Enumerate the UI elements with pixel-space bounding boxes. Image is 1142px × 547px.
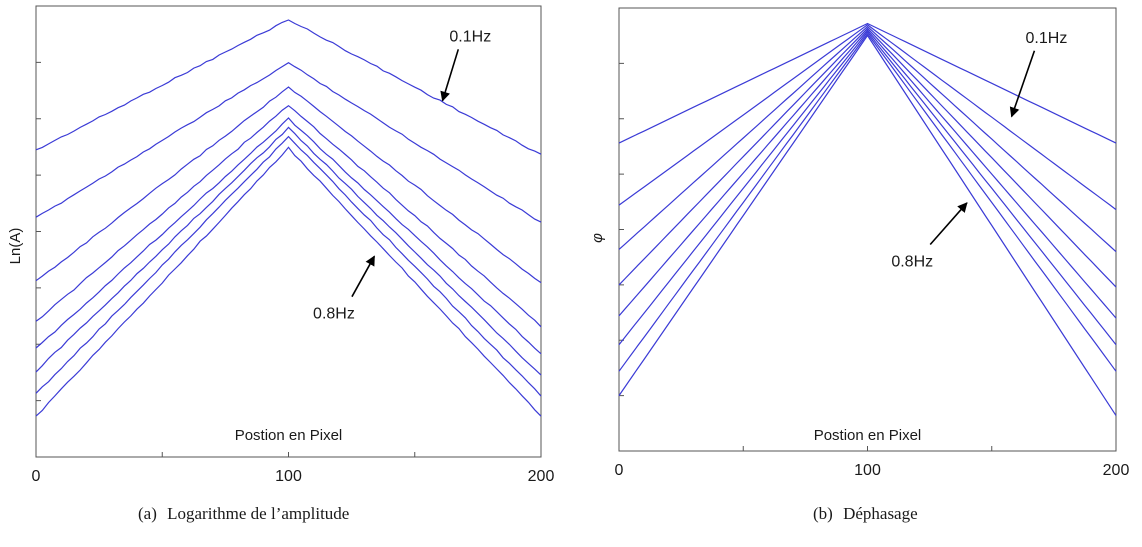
series-line-a-5 (35, 117, 542, 355)
series-line-a-8 (35, 146, 542, 417)
x-tick-label-b: 0 (615, 462, 624, 479)
x-tick-label-a: 0 (32, 468, 41, 485)
series-line-b-4 (618, 27, 1117, 288)
x-tick-label-a: 100 (275, 468, 302, 485)
series-line-b-7 (618, 32, 1117, 372)
annotation-arrow-a-2 (351, 255, 376, 298)
annotation-label-a-2: 0.8Hz (313, 306, 355, 323)
series-line-b-1 (618, 22, 1117, 144)
series-line-a-2 (35, 61, 542, 223)
annotation-arrow-a-1 (440, 49, 460, 102)
series-line-b-6 (618, 30, 1117, 346)
annotation-label-a-1: 0.1Hz (449, 28, 491, 45)
caption-b-label: (b) (813, 504, 833, 523)
y-axis-label-b: φ (589, 233, 606, 243)
x-axis-label-b: Postion en Pixel (814, 427, 922, 444)
annotation-arrow-b-2 (929, 202, 968, 246)
series-line-a-1 (35, 19, 542, 155)
y-axis-label-a: Ln(A) (7, 228, 24, 265)
caption-b-text: Déphasage (843, 504, 918, 523)
caption-a-text: Logarithme de l’amplitude (167, 504, 350, 523)
series-line-a-3 (35, 86, 542, 284)
series-line-b-8 (618, 34, 1117, 416)
x-tick-label-a: 200 (528, 468, 555, 485)
x-tick-label-b: 100 (854, 462, 881, 479)
caption-a-label: (a) (138, 504, 157, 523)
series-line-b-3 (618, 25, 1117, 253)
figure-canvas: 0 100 200 Postion en Pixel Ln(A) 0.1Hz 0.8Hz 0… (7, 5, 1130, 485)
caption-b: (b) Déphasage (813, 504, 924, 524)
annotation-arrow-b-1 (1009, 50, 1036, 118)
series-line-b-2 (618, 24, 1117, 211)
chart-panel-b: 0 100 200 Postion en Pixel φ 0.1Hz 0.8Hz (589, 7, 1130, 479)
plot-frame-a (35, 5, 542, 458)
annotation-label-b-2: 0.8Hz (891, 254, 933, 271)
x-tick-label-b: 200 (1103, 462, 1130, 479)
annotation-label-b-1: 0.1Hz (1026, 30, 1068, 47)
x-axis-label-a: Postion en Pixel (235, 427, 343, 444)
caption-a: (a) Logarithme de l’amplitude (138, 504, 355, 524)
chart-panel-a: 0 100 200 Postion en Pixel Ln(A) 0.1Hz 0.8Hz (7, 5, 555, 485)
series-line-a-6 (35, 126, 542, 376)
series-line-a-4 (35, 104, 542, 328)
series-line-a-7 (35, 135, 542, 397)
series-line-b-5 (618, 29, 1117, 319)
